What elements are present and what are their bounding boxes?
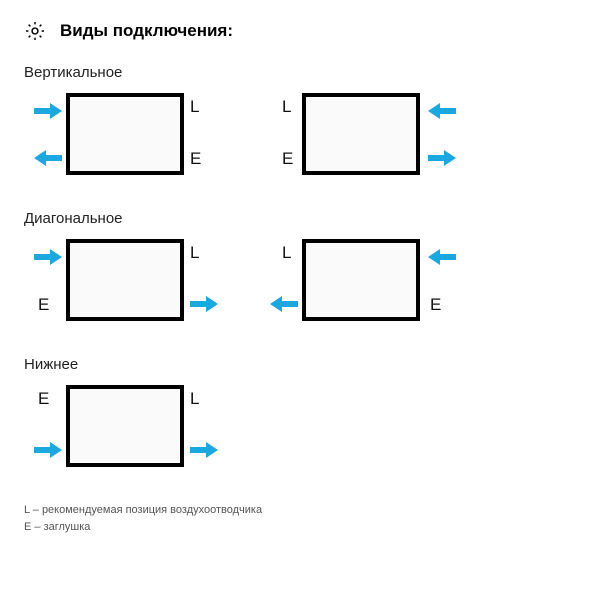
header: Виды подключения: — [24, 20, 576, 42]
flow-arrow-right-icon — [190, 295, 218, 313]
port-label: L — [282, 97, 291, 117]
port-label: L — [190, 389, 199, 409]
sections-container: ВертикальноеLELEДиагональноеLELEНижнееEL — [24, 64, 576, 474]
diagram-unit: LE — [270, 233, 480, 328]
port-label: E — [282, 149, 293, 169]
section-title: Диагональное — [24, 210, 576, 227]
port-label: L — [190, 97, 199, 117]
legend: L – рекомендуемая позиция воздухоотводчи… — [24, 502, 576, 535]
diagram-row: EL — [24, 379, 576, 474]
diagram-unit: LE — [24, 87, 234, 182]
port-label: L — [190, 243, 199, 263]
flow-arrow-left-icon — [34, 149, 62, 167]
page-title: Виды подключения: — [60, 21, 233, 41]
flow-arrow-left-icon — [428, 102, 456, 120]
section-title: Нижнее — [24, 356, 576, 373]
radiator-box — [302, 239, 420, 321]
section-2: НижнееEL — [24, 356, 576, 474]
section-title: Вертикальное — [24, 64, 576, 81]
section-0: ВертикальноеLELE — [24, 64, 576, 182]
port-label: L — [282, 243, 291, 263]
flow-arrow-right-icon — [190, 441, 218, 459]
port-label: E — [38, 295, 49, 315]
diagram-row: LELE — [24, 87, 576, 182]
flow-arrow-right-icon — [34, 441, 62, 459]
radiator-box — [66, 385, 184, 467]
legend-line-2: E – заглушка — [24, 519, 576, 536]
flow-arrow-right-icon — [34, 102, 62, 120]
legend-line-1: L – рекомендуемая позиция воздухоотводчи… — [24, 502, 576, 519]
port-label: E — [38, 389, 49, 409]
radiator-box — [66, 239, 184, 321]
section-1: ДиагональноеLELE — [24, 210, 576, 328]
flow-arrow-right-icon — [428, 149, 456, 167]
flow-arrow-left-icon — [270, 295, 298, 313]
diagram-unit: LE — [24, 233, 234, 328]
flow-arrow-left-icon — [428, 248, 456, 266]
radiator-box — [66, 93, 184, 175]
port-label: E — [190, 149, 201, 169]
diagram-unit: LE — [270, 87, 480, 182]
flow-arrow-right-icon — [34, 248, 62, 266]
diagram-unit: EL — [24, 379, 234, 474]
gear-icon — [24, 20, 46, 42]
port-label: E — [430, 295, 441, 315]
radiator-box — [302, 93, 420, 175]
diagram-row: LELE — [24, 233, 576, 328]
